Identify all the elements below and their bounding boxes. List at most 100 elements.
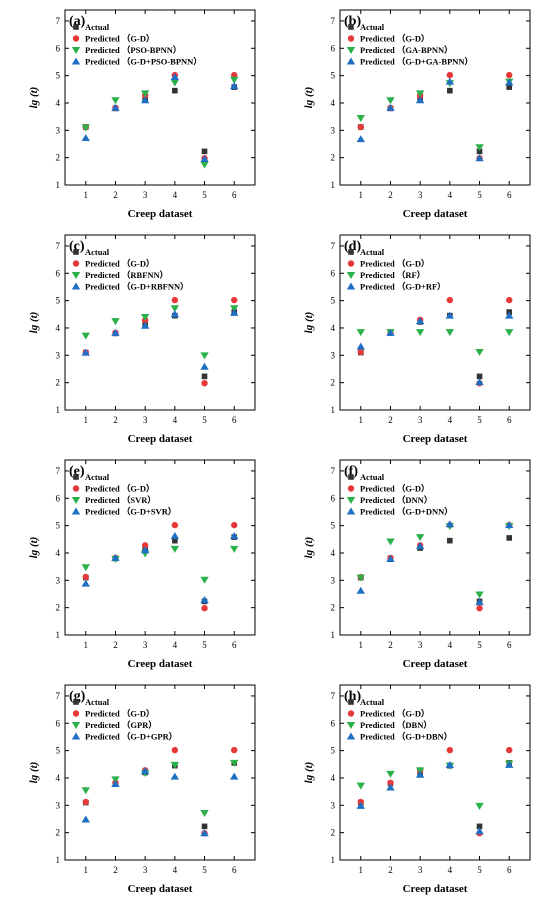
data-point	[445, 77, 455, 85]
y-tick-label: 3	[331, 125, 336, 135]
y-tick-label: 4	[56, 98, 61, 108]
legend-marker	[72, 485, 80, 492]
legend-marker	[348, 249, 354, 255]
legend-marker	[71, 732, 81, 740]
data-point	[111, 779, 120, 787]
y-tick-label: 3	[56, 800, 61, 810]
data-point	[447, 537, 453, 544]
y-tick-label: 5	[56, 296, 61, 306]
plot-frame	[339, 459, 531, 636]
x-tick-label: 4	[173, 190, 178, 200]
legend-entry: Predicted （G-D+DNN）	[360, 507, 453, 517]
y-tick-label: 2	[331, 153, 336, 163]
y-tick-label: 1	[56, 180, 61, 190]
data-point	[81, 348, 90, 356]
x-axis-title: Creep dataset	[128, 433, 193, 445]
legend-entry: Predicted （G-D+GA-BPNN）	[360, 57, 473, 67]
legend-marker	[71, 57, 81, 65]
legend-marker	[72, 35, 80, 42]
legend-entry: Predicted （G-D）	[85, 259, 154, 269]
legend-entry: Actual	[85, 247, 110, 257]
x-tick-label: 4	[448, 865, 453, 875]
data-point	[476, 823, 483, 830]
data-point	[415, 96, 425, 104]
y-tick-label: 1	[331, 405, 336, 415]
legend-marker	[346, 722, 356, 729]
x-tick-label: 1	[359, 640, 364, 650]
data-point	[82, 573, 89, 581]
x-tick-label: 5	[202, 865, 207, 875]
data-point	[171, 296, 179, 304]
panel-label: (e)	[69, 464, 85, 479]
x-tick-label: 3	[143, 865, 148, 875]
data-point	[140, 767, 150, 775]
data-point	[201, 823, 208, 830]
legend-entry: Actual	[360, 22, 385, 32]
data-point	[172, 537, 178, 544]
legend-entry: Predicted （DBN）	[360, 720, 432, 730]
y-tick-label: 5	[331, 521, 336, 531]
y-tick-label: 6	[56, 268, 61, 278]
x-tick-label: 1	[84, 190, 89, 200]
legend-entry: Actual	[360, 472, 385, 482]
data-point	[201, 373, 208, 380]
data-point	[200, 829, 209, 837]
data-point	[475, 378, 484, 386]
legend-entry: Predicted （G-D）	[85, 34, 154, 44]
y-tick-label: 4	[56, 323, 61, 333]
data-point	[170, 305, 180, 313]
panel-label: (f)	[344, 464, 358, 479]
legend-marker	[346, 732, 356, 740]
legend-marker	[71, 507, 81, 515]
y-tick-label: 3	[331, 350, 336, 360]
data-point	[415, 90, 425, 98]
legend-entry: Predicted （G-D+DBN）	[360, 732, 452, 742]
data-point	[475, 598, 484, 606]
legend-entry: Predicted （PSO-BPNN）	[85, 45, 181, 55]
y-tick-label: 3	[56, 350, 61, 360]
legend-marker	[71, 497, 81, 504]
data-point	[230, 772, 239, 780]
y-tick-label: 6	[331, 718, 336, 728]
x-tick-label: 6	[507, 865, 512, 875]
data-point	[356, 329, 365, 337]
y-tick-label: 5	[56, 71, 61, 81]
data-point	[140, 546, 150, 554]
legend-marker	[347, 35, 355, 42]
legend-entry: Predicted （G-D）	[360, 484, 429, 494]
y-tick-label: 4	[56, 773, 61, 783]
x-tick-label: 6	[232, 190, 237, 200]
legend-entry: Predicted （G-D）	[360, 709, 429, 719]
data-point	[476, 605, 483, 612]
legend-entry: Predicted （DNN）	[360, 495, 432, 505]
y-tick-label: 3	[331, 800, 336, 810]
y-tick-label: 2	[331, 828, 336, 838]
legend-entry: Actual	[360, 697, 385, 707]
legend-marker	[346, 47, 356, 54]
x-tick-label: 1	[359, 865, 364, 875]
data-point	[170, 79, 180, 87]
x-tick-label: 4	[448, 190, 453, 200]
y-tick-label: 4	[56, 548, 61, 558]
x-tick-label: 4	[173, 865, 178, 875]
data-point	[386, 783, 395, 791]
y-tick-label: 4	[331, 773, 336, 783]
x-tick-label: 5	[202, 415, 207, 425]
data-point	[506, 71, 513, 79]
x-axis-title: Creep dataset	[128, 208, 193, 220]
plot-frame	[339, 684, 531, 861]
data-point	[475, 349, 484, 357]
data-point	[171, 521, 179, 529]
y-tick-label: 6	[56, 493, 61, 503]
data-point	[231, 71, 238, 79]
legend-entry: Predicted （G-D+PSO-BPNN）	[85, 57, 202, 67]
y-tick-label: 7	[331, 241, 336, 251]
x-tick-label: 2	[113, 865, 118, 875]
data-point	[230, 308, 239, 316]
data-point	[170, 761, 180, 769]
data-point	[82, 798, 89, 806]
x-tick-label: 5	[477, 865, 482, 875]
y-axis-title: lg (t)	[28, 762, 40, 784]
